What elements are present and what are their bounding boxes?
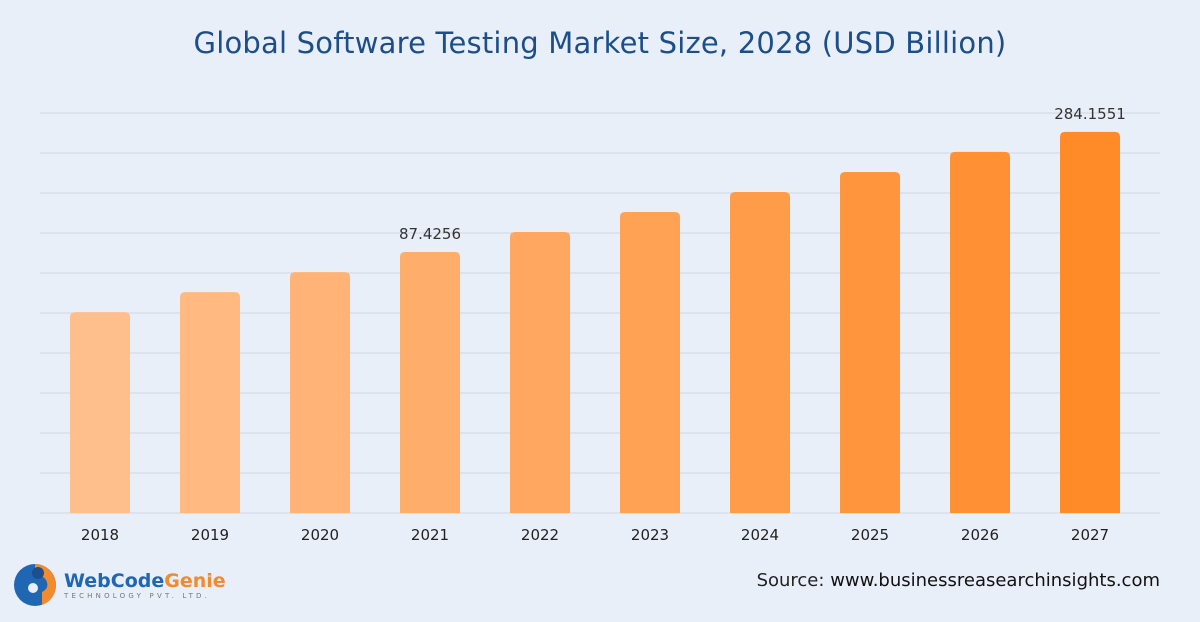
x-tick-label: 2022 <box>521 526 559 544</box>
chart-title: Global Software Testing Market Size, 202… <box>193 26 1007 60</box>
x-tick-label: 2018 <box>81 526 119 544</box>
bar-2018 <box>70 312 130 513</box>
bar-2024 <box>730 191 790 513</box>
bar-2020 <box>290 272 350 513</box>
x-tick-label: 2027 <box>1071 526 1109 544</box>
bar-2027 <box>1060 131 1120 513</box>
x-tick-label: 2021 <box>411 526 449 544</box>
source-url: www.businessreasearchinsights.com <box>830 570 1160 591</box>
bar-chart: 2018 2019 2020 2021 87.4256 2022 2023 2024 2025 2… <box>40 105 1160 544</box>
webcodegenie-logo: WebCodeGenie TECHNOLOGY PVT. LTD. <box>12 562 226 608</box>
bar-2021 <box>400 252 460 513</box>
x-tick-label: 2024 <box>741 526 779 544</box>
x-tick-label: 2023 <box>631 526 669 544</box>
logo-icon <box>14 564 57 606</box>
logo-tagline: TECHNOLOGY PVT. LTD. <box>64 591 211 600</box>
bar-2022 <box>510 232 570 513</box>
logo-name-part1: WebCode <box>64 569 165 592</box>
x-tick-label: 2019 <box>191 526 229 544</box>
bar-2023 <box>620 211 680 514</box>
x-tick-label: 2025 <box>851 526 889 544</box>
source-note: Source: www.businessreasearchinsights.co… <box>757 570 1160 591</box>
logo-name-part2: Genie <box>164 569 226 592</box>
x-tick-label: 2020 <box>301 526 339 544</box>
bar-2019 <box>180 292 240 513</box>
x-tick-label: 2026 <box>961 526 999 544</box>
bar-2025 <box>840 171 900 513</box>
bar-2026 <box>950 151 1010 513</box>
source-label: Source: <box>756 570 825 591</box>
data-label-2027: 284.1551 <box>1054 105 1126 123</box>
data-label-2021: 87.4256 <box>399 225 461 243</box>
